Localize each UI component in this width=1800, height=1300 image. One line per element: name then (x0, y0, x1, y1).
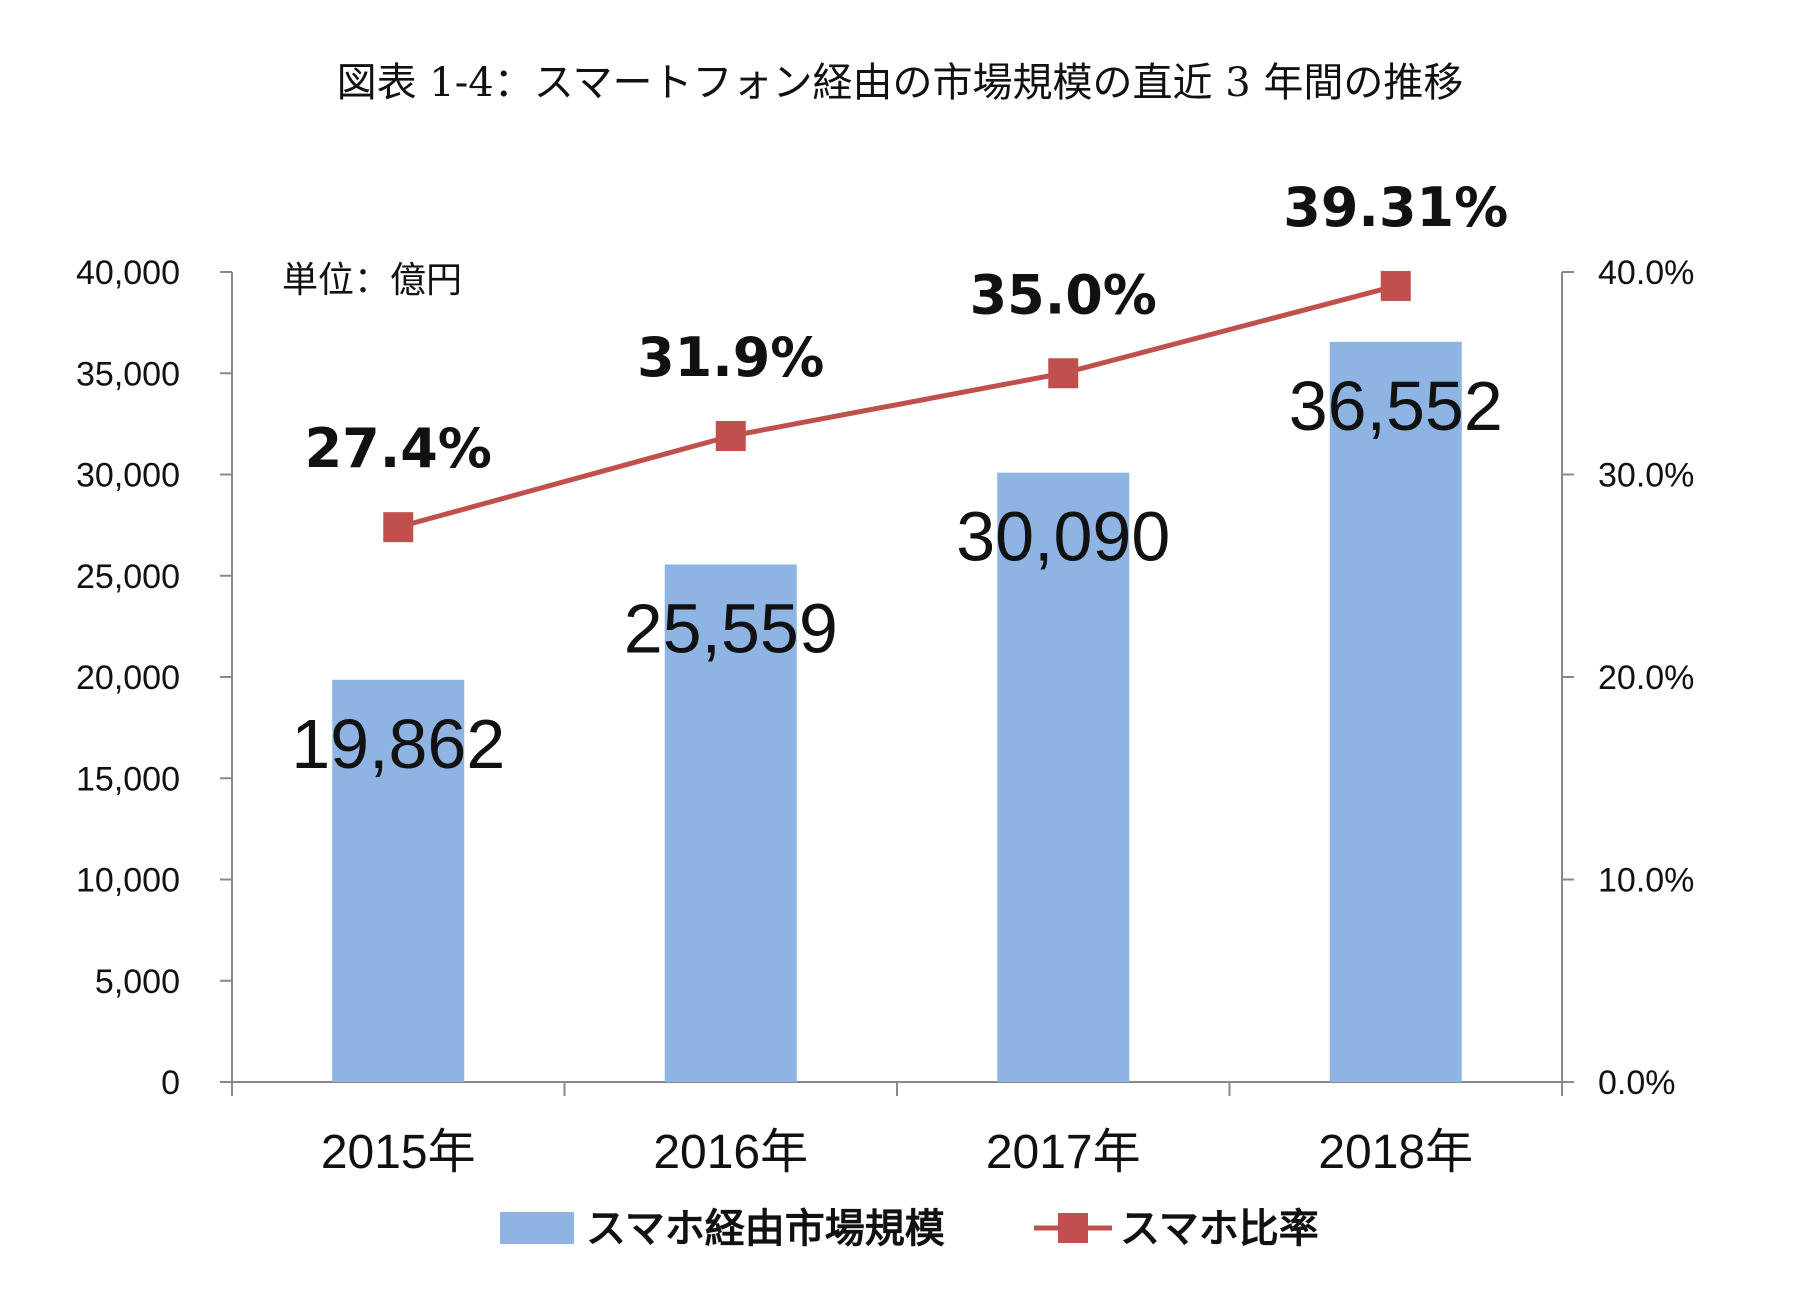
bar (664, 564, 797, 1082)
x-tick-label: 2018年 (1318, 1126, 1473, 1179)
bar (332, 679, 465, 1082)
left-tick-label: 20,000 (76, 659, 180, 697)
bar (1329, 341, 1462, 1082)
left-tick-label: 30,000 (76, 457, 180, 495)
legend-swatch-marker (1058, 1213, 1088, 1243)
right-tick-label: 20.0% (1598, 659, 1694, 697)
line-data-label: 39.31% (1283, 176, 1508, 239)
left-tick-label: 35,000 (76, 355, 180, 393)
bar (997, 472, 1130, 1082)
chart-title: 図表 1-4：スマートフォン経由の市場規模の直近 3 年間の推移 (336, 60, 1464, 106)
x-tick-label: 2017年 (986, 1126, 1141, 1179)
bar-series (332, 341, 1462, 1082)
left-tick-label: 15,000 (76, 760, 180, 798)
data-labels: 19,862 25,559 30,090 36,552 27.4% 31.9% 35.0% 3… (291, 176, 1508, 783)
line-marker (383, 512, 414, 543)
line-data-label: 27.4% (305, 417, 492, 480)
left-tick-label: 0 (161, 1064, 180, 1102)
x-tick-label: 2016年 (653, 1126, 808, 1179)
legend-label-line: スマホ比率 (1120, 1206, 1319, 1252)
line-data-label: 35.0% (970, 263, 1157, 326)
line-series (383, 270, 1411, 543)
right-tick-label: 10.0% (1598, 862, 1694, 900)
bar-data-label: 19,862 (291, 705, 505, 783)
line-marker (715, 421, 746, 452)
line-path (397, 283, 1397, 530)
line-data-label: 31.9% (637, 326, 824, 389)
right-tick-label: 40.0% (1598, 254, 1694, 292)
bar-data-label: 30,090 (956, 498, 1170, 576)
legend-label-bar: スマホ経由市場規模 (586, 1206, 945, 1252)
left-tick-label: 40,000 (76, 254, 180, 292)
left-tick-label: 25,000 (76, 558, 180, 596)
legend: スマホ経由市場規模 スマホ比率 (500, 1206, 1319, 1252)
left-tick-label: 5,000 (95, 963, 180, 1001)
line-marker (1380, 270, 1411, 301)
bar-data-label: 25,559 (624, 589, 838, 667)
right-tick-label: 0.0% (1598, 1064, 1676, 1102)
bar-data-label: 36,552 (1289, 367, 1503, 445)
legend-swatch-bar (500, 1212, 574, 1244)
line-marker (1048, 358, 1079, 389)
left-tick-label: 10,000 (76, 862, 180, 900)
right-tick-label: 30.0% (1598, 457, 1694, 495)
x-tick-label: 2015年 (321, 1126, 476, 1179)
unit-label: 単位：億円 (282, 260, 462, 301)
